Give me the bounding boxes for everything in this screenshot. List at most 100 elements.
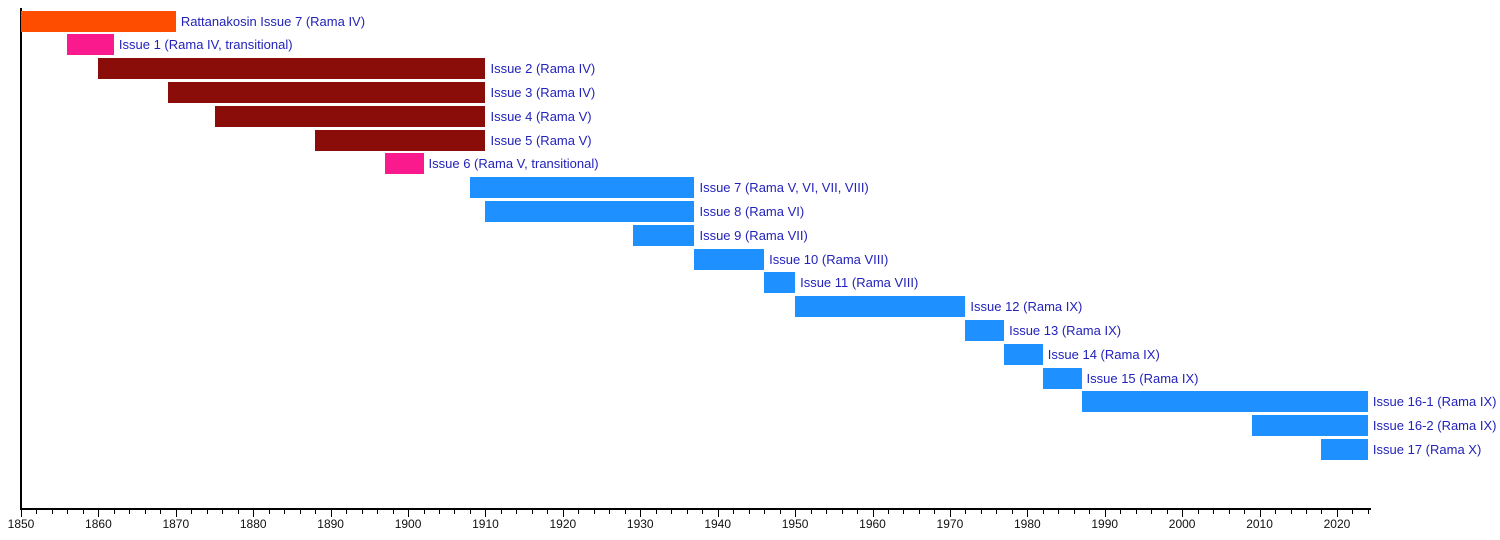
x-axis-tick-label: 1870 [162,517,190,531]
timeline-bar [764,272,796,294]
minor-tick [237,510,239,514]
minor-tick [531,510,533,514]
minor-tick [1244,510,1246,514]
bar-label: Rattanakosin Issue 7 (Rama IV) [180,13,366,29]
timeline-bar [1321,438,1368,460]
timeline-bar [485,200,695,222]
timeline-bar [965,319,1005,341]
x-axis-tick-label: 1910 [472,517,499,531]
minor-tick [1135,510,1137,514]
minor-tick [826,510,828,514]
timeline-bar [1251,415,1368,437]
bar-label: Issue 5 (Rama V) [490,132,592,148]
minor-tick [129,510,131,514]
minor-tick [1213,510,1215,514]
minor-tick [1290,510,1292,514]
bar-label: Issue 4 (Rama V) [490,108,592,124]
minor-tick [1166,510,1168,514]
timeline-bar [1004,343,1043,365]
minor-tick [1228,510,1230,514]
timeline-bar [67,34,114,56]
minor-tick [918,510,920,514]
minor-tick [655,510,657,514]
minor-tick [934,510,936,514]
minor-tick [67,510,69,514]
minor-tick [377,510,379,514]
minor-tick [671,510,673,514]
minor-tick [1321,510,1323,514]
minor-tick [82,510,84,514]
minor-tick [1306,510,1307,514]
major-tick [795,510,797,517]
minor-tick [1042,510,1044,514]
minor-tick [113,510,115,514]
timeline-bar [469,177,695,199]
bar-label: Issue 1 (Rama IV, transitional) [118,37,293,53]
minor-tick [547,510,549,514]
major-tick [562,510,564,517]
minor-tick [1058,510,1060,514]
major-tick [98,510,100,517]
major-tick [717,510,719,517]
minor-tick [1011,510,1013,514]
minor-tick [206,510,208,514]
minor-tick [980,510,982,514]
timeline-bar [168,81,486,103]
x-axis-tick-label: 1940 [704,517,732,531]
minor-tick [733,510,735,514]
minor-tick [268,510,270,514]
bar-label: Issue 14 (Rama IX) [1047,346,1160,362]
minor-tick [996,510,998,514]
minor-tick [191,510,193,514]
minor-tick [299,510,301,514]
major-tick [1104,510,1106,517]
minor-tick [1275,510,1277,514]
minor-tick [36,510,38,514]
x-axis-tick-label: 2000 [1168,517,1196,531]
minor-tick [1151,510,1153,514]
minor-tick [222,510,224,514]
x-axis-tick-label: 2010 [1246,517,1273,531]
x-axis-tick-label: 1890 [317,517,344,531]
bar-label: Issue 11 (Rama VIII) [800,275,919,291]
minor-tick [810,510,812,514]
minor-tick [609,510,611,514]
minor-tick [160,510,162,514]
minor-tick [454,510,456,514]
major-tick [1336,510,1338,517]
timeline-bar [1042,367,1082,389]
minor-tick [423,510,425,514]
minor-tick [841,510,843,514]
minor-tick [500,510,502,514]
minor-tick [624,510,626,514]
minor-tick [516,510,518,514]
major-tick [640,510,642,517]
x-axis-line [20,508,1371,510]
major-tick [21,510,22,517]
minor-tick [702,510,704,514]
bar-label: Issue 13 (Rama IX) [1009,322,1122,338]
major-tick [949,510,951,517]
major-tick [253,510,255,517]
major-tick [1259,510,1261,517]
timeline-bar [21,10,176,32]
minor-tick [1073,510,1075,514]
minor-tick [1197,510,1199,514]
minor-tick [887,510,889,514]
major-tick [175,510,177,517]
timeline-bar [315,129,486,151]
x-axis-tick-label: 1880 [239,517,267,531]
x-axis-tick-label: 1850 [7,517,35,531]
bar-label: Issue 17 (Rama X) [1372,441,1482,457]
x-axis-tick-label: 1930 [626,517,654,531]
minor-tick [469,510,471,514]
minor-tick [857,510,859,514]
bar-label: Issue 6 (Rama V, transitional) [428,156,599,172]
major-tick [872,510,874,517]
timeline-bar [214,105,486,127]
minor-tick [764,510,766,514]
minor-tick [346,510,348,514]
bar-label: Issue 12 (Rama IX) [970,299,1083,315]
major-tick [408,510,410,517]
